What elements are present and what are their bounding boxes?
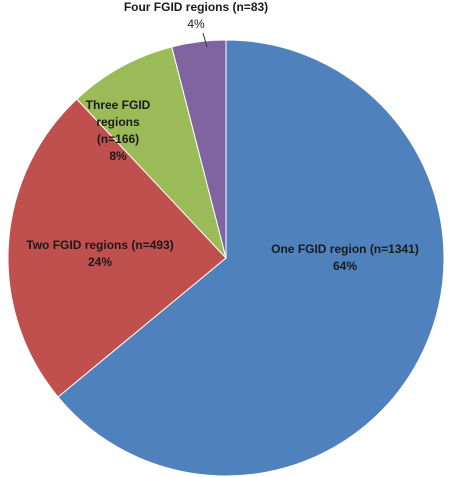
category-label: Three FGID regions (n=166) <box>85 98 151 146</box>
slice-label: Three FGID regions (n=166) 8% <box>75 97 161 165</box>
category-label: Two FGID regions (n=493) <box>26 238 174 252</box>
pie-slice <box>57 39 445 477</box>
slice-label: Two FGID regions (n=493) 24% <box>0 237 200 271</box>
pie-slice <box>171 39 227 259</box>
category-label: One FGID region (n=1341) <box>271 242 419 256</box>
leader-line <box>202 32 208 48</box>
value-label: 24% <box>87 255 113 269</box>
category-label: Four FGID regions (n=83) <box>123 0 269 14</box>
slice-label: Four FGID regions (n=83) 4% <box>96 0 296 33</box>
value-label: 64% <box>332 259 358 273</box>
pie-slice <box>76 46 227 259</box>
slice-label: One FGID region (n=1341) 64% <box>250 241 440 275</box>
value-label: 4% <box>187 17 205 31</box>
value-label: 8% <box>109 149 127 163</box>
pie-slice <box>7 98 227 398</box>
